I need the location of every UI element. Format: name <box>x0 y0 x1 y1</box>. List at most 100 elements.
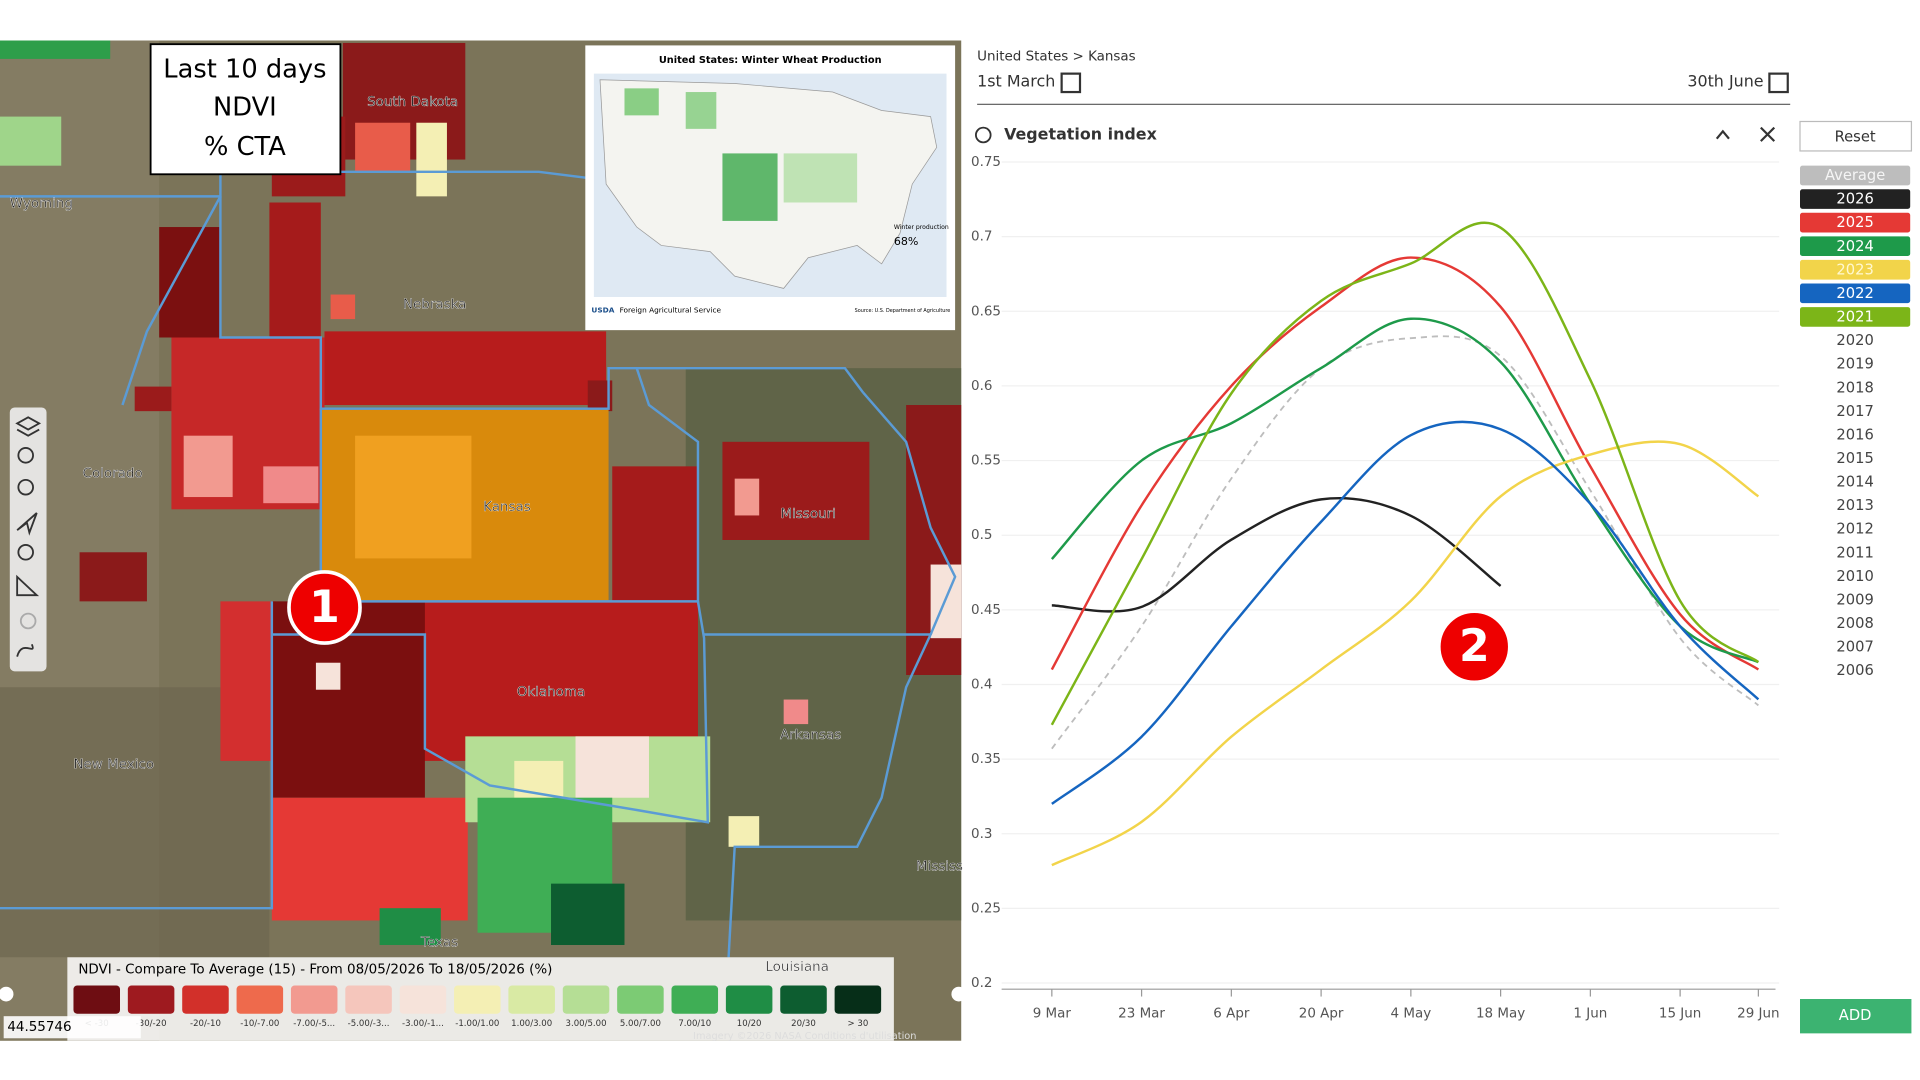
legend-button[interactable] <box>1800 212 1911 233</box>
ndvi-cell <box>134 386 172 412</box>
legend-button[interactable] <box>1800 283 1911 304</box>
legend-button[interactable] <box>1800 189 1911 209</box>
overlay-text: % CTA <box>204 132 286 162</box>
x-tick-label: 1 Jun <box>1573 1006 1607 1022</box>
zoom-out-button[interactable] <box>17 478 34 496</box>
legend-label[interactable]: 2026 <box>1836 191 1873 208</box>
y-tick-label: 0.35 <box>971 751 1001 767</box>
ndvi-cell <box>379 908 441 945</box>
y-tick-label: 0.5 <box>971 527 992 543</box>
legend-button[interactable] <box>1800 236 1911 257</box>
legend-label[interactable]: 2022 <box>1836 285 1873 302</box>
measure-button[interactable] <box>16 574 40 597</box>
year-option[interactable]: 2016 <box>1836 426 1873 443</box>
legend: < -30-30/-20-20/-10-10/-7.00-7.00/-5...-… <box>73 985 882 1029</box>
x-tick-label: 29 Jun <box>1737 1006 1779 1022</box>
year-option[interactable]: 2018 <box>1836 379 1873 396</box>
year-option[interactable]: 2012 <box>1836 521 1873 538</box>
draw-button[interactable] <box>16 643 34 657</box>
layers-button[interactable] <box>15 416 42 437</box>
breadcrumb[interactable]: United States > Kansas <box>977 48 1136 64</box>
inset-wheat <box>783 153 858 203</box>
legend-swatch <box>290 985 338 1014</box>
legend-swatch <box>671 985 719 1014</box>
legend-label: 7.00/10 <box>678 1019 711 1029</box>
start-date[interactable]: 1st March <box>977 72 1055 91</box>
close-button[interactable] <box>1760 126 1776 142</box>
year-option[interactable]: 2006 <box>1836 662 1873 679</box>
legend-label: 1.00/3.00 <box>511 1019 552 1029</box>
year-option[interactable]: 2009 <box>1836 591 1873 608</box>
legend-label: > 30 <box>847 1019 868 1029</box>
legend-label: 5.00/7.00 <box>620 1019 661 1029</box>
search-button[interactable] <box>17 543 34 561</box>
ndvi-cell <box>0 40 111 59</box>
legend-button[interactable] <box>1800 259 1911 280</box>
inset-wheat <box>685 92 717 129</box>
end-date[interactable]: 30th June <box>1687 72 1763 91</box>
legend-label: 20/30 <box>791 1019 816 1029</box>
legend-swatch <box>617 985 664 1014</box>
ndvi-cell <box>612 466 698 602</box>
legend-swatch <box>345 985 392 1014</box>
ndvi-cell <box>183 435 233 498</box>
reset-button[interactable] <box>1799 120 1913 152</box>
year-option[interactable]: 2008 <box>1836 615 1873 632</box>
year-option[interactable]: 2019 <box>1836 356 1873 373</box>
add-label[interactable]: ADD <box>1839 1007 1872 1024</box>
legend-label: -7.00/-5... <box>293 1019 335 1029</box>
series-line <box>1050 256 1760 671</box>
ndvi-cell <box>159 227 221 338</box>
legend-label[interactable]: 2025 <box>1836 214 1873 231</box>
locate-button[interactable] <box>16 512 38 536</box>
legend-label: -30/-20 <box>136 1019 167 1029</box>
scroll-left[interactable] <box>0 986 14 1002</box>
y-tick-label: 0.4 <box>971 676 992 692</box>
state-label: Wyoming <box>10 196 73 212</box>
overlay-text: NDVI <box>213 92 277 122</box>
calendar-icon[interactable] <box>1060 72 1082 94</box>
year-option[interactable]: 2020 <box>1836 332 1873 349</box>
state-label: Louisiana <box>765 959 829 975</box>
year-option[interactable]: 2013 <box>1836 497 1873 514</box>
legend-label[interactable]: 2024 <box>1836 238 1873 255</box>
scroll-right[interactable] <box>951 986 967 1002</box>
x-tick-label: 20 Apr <box>1299 1006 1344 1022</box>
add-button[interactable] <box>1800 999 1912 1034</box>
series-line <box>1050 317 1759 664</box>
state-label: Colorado <box>83 466 143 482</box>
year-option[interactable]: 2011 <box>1836 544 1873 561</box>
legend-button[interactable] <box>1800 165 1911 186</box>
legend-swatch <box>780 985 827 1014</box>
legend-label[interactable]: Average <box>1825 167 1885 184</box>
legend-label[interactable]: 2023 <box>1836 261 1873 278</box>
x-tick-label: 6 Apr <box>1213 1006 1250 1022</box>
attribution: Imagery ©2026 NASA Conditions d'utilisat… <box>693 1031 916 1042</box>
year-option[interactable]: 2014 <box>1836 474 1873 491</box>
kansas-region <box>355 435 472 559</box>
border <box>219 196 865 410</box>
y-tick-label: 0.75 <box>971 154 1001 170</box>
legend-label[interactable]: 2021 <box>1836 308 1873 325</box>
gps-button[interactable] <box>19 612 37 630</box>
legend-label: -3.00/-1... <box>402 1019 444 1029</box>
year-option[interactable]: 2007 <box>1836 638 1873 655</box>
ndvi-cell <box>416 122 447 197</box>
calendar-icon[interactable] <box>1768 72 1789 94</box>
globe-icon <box>975 126 992 144</box>
year-option[interactable]: 2017 <box>1836 403 1873 420</box>
marker-label: 2 <box>1459 621 1490 672</box>
collapse-button[interactable] <box>1715 129 1730 140</box>
year-option[interactable]: 2015 <box>1836 450 1873 467</box>
inset-share: 68% <box>894 235 918 248</box>
ndvi-cell <box>355 122 411 172</box>
x-tick-label: 18 May <box>1476 1006 1525 1022</box>
marker-label: 1 <box>309 582 340 633</box>
state-label: Kansas <box>483 499 531 515</box>
zoom-in-button[interactable] <box>17 447 34 464</box>
reset-label[interactable]: Reset <box>1835 128 1876 145</box>
legend-button[interactable] <box>1800 307 1911 327</box>
year-option[interactable]: 2010 <box>1836 568 1873 585</box>
ndvi-cell <box>79 552 147 602</box>
